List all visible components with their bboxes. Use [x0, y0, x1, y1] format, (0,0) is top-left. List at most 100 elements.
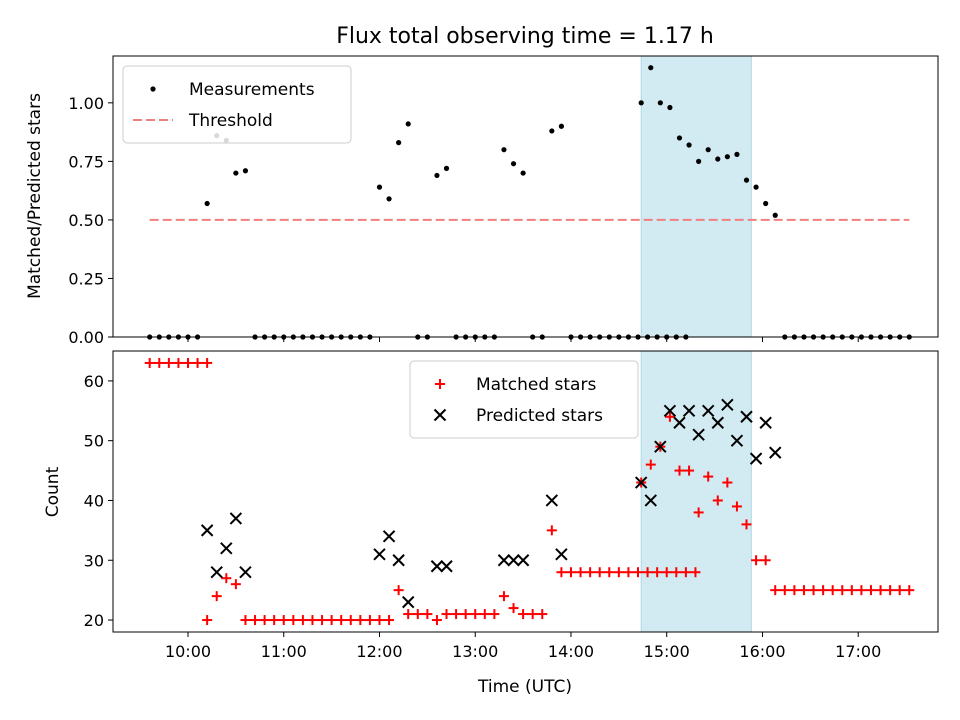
y-tick-label: 20 [84, 611, 104, 630]
legend-marker [435, 379, 445, 389]
matched-stars-point [259, 615, 270, 626]
predicted-stars-point [730, 434, 744, 447]
matched-stars-point [894, 585, 905, 596]
bottom-panel: 20 30 40 50 60 10:00 11:00 12:00 13:00 14:00 15:0… [43, 350, 939, 697]
matched-stars-point [144, 357, 155, 368]
matched-stars-point [594, 567, 605, 578]
matched-stars-point [230, 579, 241, 590]
predicted-stars-point [545, 494, 559, 507]
bottom-plot-frame [112, 350, 939, 633]
chart-title: Flux total observing time = 1.17 h [336, 24, 714, 49]
predicted-stars-point [516, 554, 530, 567]
measurement-point [648, 65, 654, 71]
predicted-stars-point [702, 404, 715, 417]
y-tick-label: 0.00 [68, 328, 104, 347]
x-tick-label: 15:00 [644, 642, 690, 661]
matched-stars-point [856, 585, 867, 596]
y-tick-label: 50 [84, 432, 104, 451]
legend-label: Predicted stars [476, 406, 603, 426]
matched-stars-point [326, 615, 337, 626]
matched-stars-point [846, 585, 857, 596]
matched-stars-point [865, 585, 876, 596]
measurement-point [510, 161, 517, 167]
predicted-stars-point [507, 554, 520, 567]
measurement-point [549, 128, 555, 134]
predicted-stars-point [644, 494, 657, 507]
measurement-point [667, 104, 673, 111]
legend-label: Matched stars [476, 375, 596, 395]
predicted-stars-point [769, 446, 782, 459]
matched-stars-point [412, 609, 423, 620]
matched-stars-point [451, 609, 462, 620]
measurement-point [696, 158, 702, 164]
measurement-point [686, 142, 692, 148]
matched-stars-point [374, 615, 385, 626]
predicted-stars-point [711, 416, 724, 429]
measurement-point [772, 212, 778, 218]
measurement-point [405, 121, 411, 127]
measurement-point [763, 200, 769, 207]
measurement-point [376, 184, 383, 190]
x-tick-label: 13:00 [452, 642, 498, 661]
predicted-stars-point [721, 398, 734, 412]
predicted-stars-point [555, 548, 568, 561]
predicted-stars-point [740, 410, 753, 423]
matched-stars-point [770, 585, 781, 596]
measurement-point [233, 170, 239, 176]
matched-stars-point [431, 615, 442, 626]
matched-stars-point [163, 357, 174, 368]
predicted-stars-point [497, 554, 511, 567]
matched-stars-point [556, 567, 567, 578]
matched-stars-point [403, 609, 414, 620]
matched-stars-point [633, 567, 643, 578]
matched-stars-point [885, 585, 896, 596]
matched-stars-point [393, 585, 404, 596]
matched-stars-point [154, 357, 165, 368]
matched-stars-point [731, 501, 742, 512]
matched-stars-point [307, 615, 318, 626]
predicted-stars-point [440, 560, 453, 573]
matched-stars-point [240, 615, 251, 626]
top-panel: 0.00 0.25 0.50 0.75 1.00 Matched/Predicted s… [25, 55, 939, 347]
matched-stars-point [508, 603, 519, 614]
matched-stars-point [565, 567, 576, 578]
matched-stars-point [183, 357, 193, 368]
y-tick-label: 1.00 [68, 94, 104, 113]
predicted-stars-point [673, 416, 686, 429]
measurement-point [724, 154, 730, 160]
predicted-stars-point [392, 554, 405, 567]
matched-stars-point [680, 567, 691, 578]
matched-stars-point [297, 615, 308, 626]
matched-stars-point [527, 609, 538, 620]
matched-stars-point [546, 525, 557, 536]
matched-stars-point [479, 609, 490, 620]
measurement-point [443, 165, 450, 171]
matched-stars-point [798, 585, 809, 596]
y-tick-label: 0.75 [68, 152, 104, 171]
matched-stars-point [808, 585, 819, 596]
top-plot-frame [112, 55, 939, 338]
legend-label: Measurements [189, 80, 315, 100]
measurement-point [705, 147, 711, 153]
matched-stars-point [693, 507, 704, 518]
measurement-point [657, 100, 663, 106]
matched-stars-point [789, 585, 800, 596]
y-tick-label: 40 [84, 491, 104, 510]
predicted-stars-point [229, 512, 243, 525]
predicted-stars-point [210, 566, 223, 579]
predicted-stars-point [692, 428, 705, 441]
measurement-point [386, 196, 392, 202]
matched-stars-point [613, 567, 624, 578]
matched-stars-point [422, 609, 433, 620]
matched-stars-point [751, 555, 762, 566]
matched-stars-point [269, 615, 280, 626]
measurement-point [638, 100, 644, 106]
measurement-point [715, 156, 721, 162]
x-axis-label: Time (UTC) [477, 677, 572, 697]
measurement-point [501, 147, 507, 153]
predicted-stars-point [402, 595, 415, 609]
matched-stars-point [642, 567, 653, 578]
matched-stars-point [278, 615, 289, 626]
matched-stars-point [690, 567, 701, 578]
